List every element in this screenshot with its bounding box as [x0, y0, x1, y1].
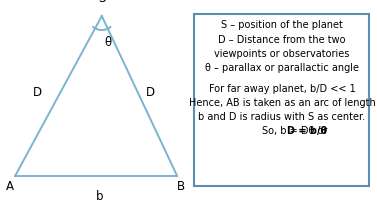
Text: θ – parallax or parallactic angle: θ – parallax or parallactic angle: [205, 63, 359, 73]
Text: b: b: [96, 190, 104, 200]
Text: D – Distance from the two: D – Distance from the two: [218, 35, 346, 45]
Text: For far away planet, b/D << 1: For far away planet, b/D << 1: [208, 84, 356, 94]
Text: Hence, AB is taken as an arc of length: Hence, AB is taken as an arc of length: [188, 98, 375, 108]
Text: D: D: [33, 86, 42, 98]
Bar: [194, 14, 369, 186]
Text: S: S: [98, 0, 106, 5]
Text: viewpoints or observatories: viewpoints or observatories: [214, 49, 350, 59]
Text: S – position of the planet: S – position of the planet: [221, 20, 343, 30]
Text: B: B: [177, 180, 185, 193]
Text: So, b = Dθ or: So, b = Dθ or: [262, 126, 331, 136]
Text: A: A: [5, 180, 14, 193]
Text: D = b/θ: D = b/θ: [287, 126, 326, 136]
Text: θ: θ: [104, 36, 111, 48]
Text: D: D: [146, 86, 155, 98]
Text: b and D is radius with S as center.: b and D is radius with S as center.: [198, 112, 366, 122]
